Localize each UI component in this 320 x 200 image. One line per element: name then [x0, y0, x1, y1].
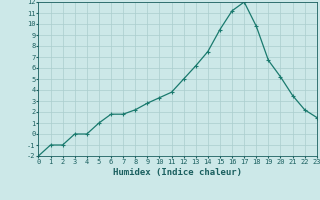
X-axis label: Humidex (Indice chaleur): Humidex (Indice chaleur) [113, 168, 242, 177]
